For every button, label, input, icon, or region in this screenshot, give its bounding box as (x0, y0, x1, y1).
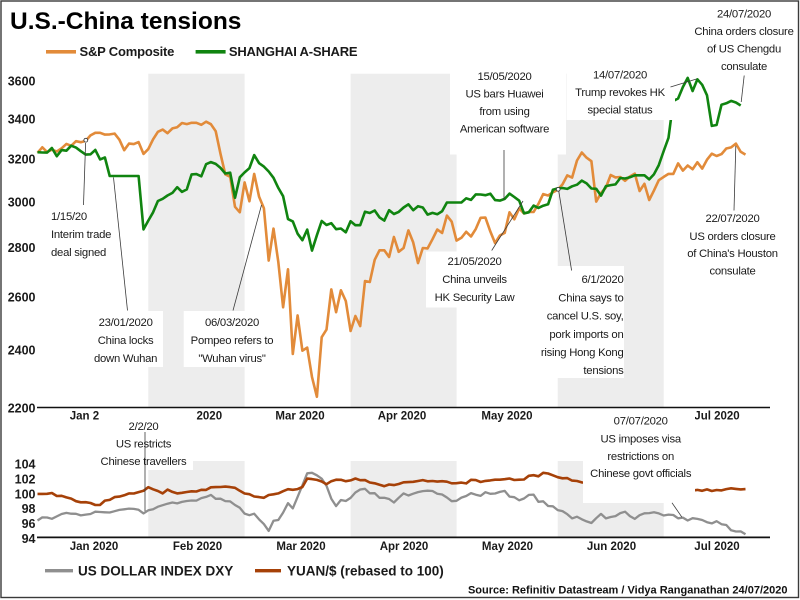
svg-text:US bars Huawei: US bars Huawei (465, 88, 543, 100)
svg-text:May 2020: May 2020 (481, 411, 532, 423)
svg-text:of US Chengdu: of US Chengdu (707, 44, 781, 56)
svg-text:American software: American software (460, 124, 549, 136)
svg-text:China locks: China locks (98, 335, 154, 347)
svg-text:S&P Composite: S&P Composite (80, 44, 175, 59)
svg-text:Jan 2020: Jan 2020 (70, 541, 119, 553)
svg-text:15/05/2020: 15/05/2020 (477, 71, 531, 83)
svg-text:HK Security Law: HK Security Law (435, 292, 516, 304)
svg-text:Mar 2020: Mar 2020 (276, 541, 325, 553)
svg-text:3600: 3600 (8, 74, 36, 88)
svg-text:22/07/2020: 22/07/2020 (705, 213, 759, 225)
svg-text:consulate: consulate (721, 61, 767, 73)
svg-text:China unveils: China unveils (442, 274, 507, 286)
svg-text:07/07/2020: 07/07/2020 (614, 416, 668, 428)
svg-text:Jul 2020: Jul 2020 (694, 411, 739, 423)
svg-text:US imposes visa: US imposes visa (601, 434, 682, 446)
svg-text:US DOLLAR INDEX DXY: US DOLLAR INDEX DXY (78, 563, 233, 578)
svg-text:98: 98 (22, 502, 36, 516)
svg-text:China orders closure: China orders closure (694, 26, 793, 38)
svg-text:Pompeo refers to: Pompeo refers to (191, 335, 274, 347)
svg-text:Chinese govt officials: Chinese govt officials (590, 468, 692, 480)
svg-text:May 2020: May 2020 (482, 541, 533, 553)
svg-text:special status: special status (588, 104, 654, 116)
svg-text:tensions: tensions (583, 365, 624, 377)
svg-text:Apr 2020: Apr 2020 (380, 541, 429, 553)
svg-text:94: 94 (22, 532, 36, 546)
svg-text:2600: 2600 (8, 290, 36, 304)
svg-text:Jun 2020: Jun 2020 (587, 541, 636, 553)
svg-text:China says to: China says to (558, 292, 623, 304)
svg-text:Feb 2020: Feb 2020 (173, 541, 222, 553)
svg-text:U.S.-China tensions: U.S.-China tensions (10, 8, 241, 35)
svg-text:2/2/20: 2/2/20 (129, 421, 159, 433)
svg-text:06/03/2020: 06/03/2020 (205, 317, 259, 329)
svg-text:YUAN/$ (rebased to 100): YUAN/$ (rebased to 100) (287, 563, 444, 578)
svg-text:consulate: consulate (709, 266, 755, 278)
svg-text:3000: 3000 (8, 195, 36, 209)
svg-text:23/01/2020: 23/01/2020 (99, 317, 153, 329)
svg-text:Jul 2020: Jul 2020 (694, 541, 739, 553)
svg-text:3200: 3200 (8, 153, 36, 167)
svg-text:104: 104 (15, 457, 36, 471)
svg-text:down Wuhan: down Wuhan (94, 353, 157, 365)
svg-text:Mar 2020: Mar 2020 (275, 411, 324, 423)
svg-text:US restricts: US restricts (116, 439, 172, 451)
svg-text:pork imports on: pork imports on (549, 329, 623, 341)
svg-text:2400: 2400 (8, 344, 36, 358)
svg-text:cancel U.S. soy,: cancel U.S. soy, (547, 311, 624, 323)
svg-text:14/07/2020: 14/07/2020 (593, 70, 647, 82)
svg-text:from using: from using (479, 106, 529, 118)
svg-text:24/07/2020: 24/07/2020 (717, 9, 771, 21)
svg-text:96: 96 (22, 517, 36, 531)
svg-text:6/1/2020: 6/1/2020 (582, 274, 624, 286)
svg-text:rising Hong Kong: rising Hong Kong (541, 347, 624, 359)
svg-text:of China's Houston: of China's Houston (687, 248, 778, 260)
svg-text:restrictions on: restrictions on (607, 451, 674, 463)
svg-text:102: 102 (15, 472, 36, 486)
svg-text:US orders closure: US orders closure (689, 231, 775, 243)
svg-text:Trump revokes HK: Trump revokes HK (575, 87, 665, 99)
svg-text:3400: 3400 (8, 112, 36, 126)
svg-text:Interim trade: Interim trade (51, 229, 111, 241)
svg-text:Chinese travellers: Chinese travellers (101, 456, 188, 468)
svg-text:Source: Refinitiv Datastream /: Source: Refinitiv Datastream / Vidya Ran… (468, 584, 788, 596)
svg-text:1/15/20: 1/15/20 (51, 211, 87, 223)
svg-text:SHANGHAI A-SHARE: SHANGHAI A-SHARE (229, 44, 358, 59)
svg-text:21/05/2020: 21/05/2020 (447, 256, 501, 268)
svg-text:2800: 2800 (8, 241, 36, 255)
svg-text:Apr 2020: Apr 2020 (378, 411, 427, 423)
svg-text:100: 100 (15, 487, 36, 501)
svg-text:"Wuhan virus": "Wuhan virus" (198, 353, 266, 365)
svg-text:deal signed: deal signed (51, 247, 106, 259)
svg-text:2200: 2200 (8, 401, 36, 415)
